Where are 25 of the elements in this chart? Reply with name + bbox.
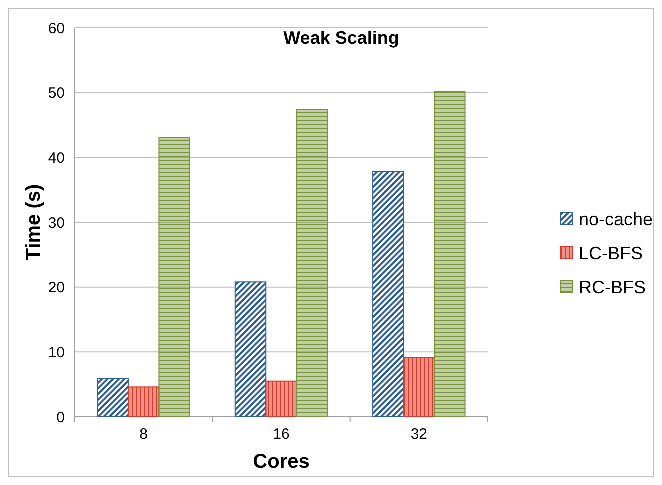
bar xyxy=(158,137,190,418)
bar xyxy=(234,282,267,418)
x-axis-title: Cores xyxy=(253,451,310,473)
y-tick-label: 20 xyxy=(48,280,65,297)
x-tick-label: 32 xyxy=(410,426,428,443)
y-tick-label: 0 xyxy=(56,409,65,426)
bar xyxy=(403,358,436,418)
y-axis-title: Time (s) xyxy=(23,184,45,261)
y-tick-label: 40 xyxy=(48,150,65,167)
x-tick-label: 8 xyxy=(140,426,148,443)
bar xyxy=(128,386,160,418)
bar xyxy=(97,378,129,418)
y-tick-label: 50 xyxy=(48,85,65,102)
y-tick-label: 60 xyxy=(48,20,65,38)
chart-title: Weak Scaling xyxy=(284,28,400,48)
legend-label: LC-BFS xyxy=(579,243,644,264)
bar xyxy=(266,380,298,418)
bar xyxy=(372,171,404,418)
bar xyxy=(296,109,328,418)
legend-label: no-cache xyxy=(579,209,654,230)
y-tick-label: 10 xyxy=(48,344,65,362)
y-tick-label: 30 xyxy=(48,214,65,232)
legend-label: RC-BFS xyxy=(579,277,646,298)
bar xyxy=(434,91,466,418)
x-tick-label: 16 xyxy=(273,426,290,443)
